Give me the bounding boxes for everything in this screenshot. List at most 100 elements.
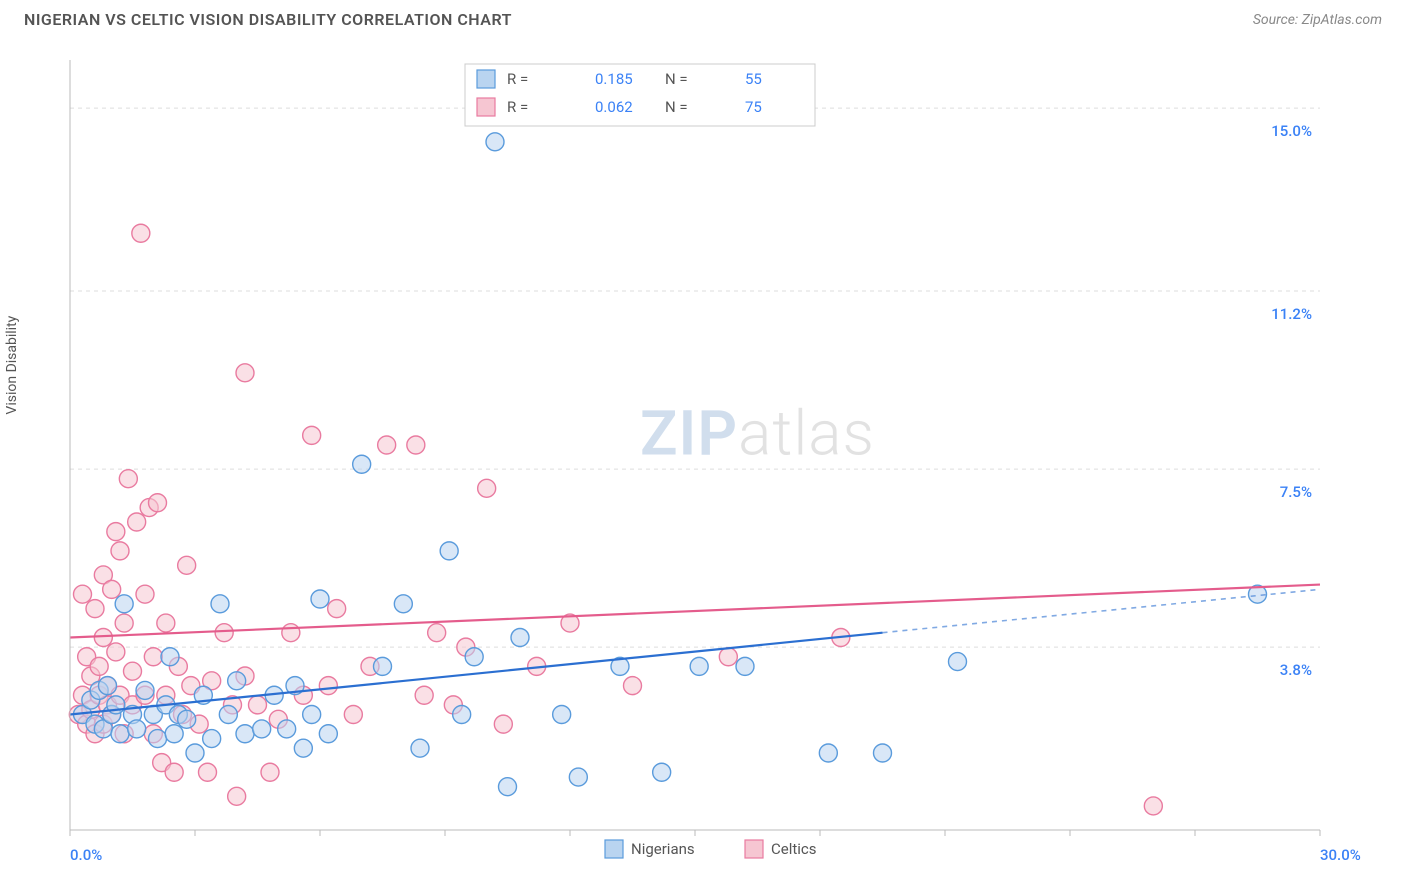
data-point	[119, 470, 137, 488]
data-point	[261, 763, 279, 781]
data-point	[215, 624, 233, 642]
data-point	[94, 629, 112, 647]
data-point	[478, 479, 496, 497]
legend-n-value: 75	[745, 98, 762, 116]
legend-n-label: N =	[665, 70, 688, 88]
data-point	[99, 677, 117, 695]
data-point	[282, 624, 300, 642]
watermark: ZIPatlas	[640, 398, 875, 471]
data-point	[236, 725, 254, 743]
data-point	[111, 725, 129, 743]
data-point	[294, 739, 312, 757]
data-point	[328, 600, 346, 618]
trend-line-extension	[883, 589, 1321, 632]
trend-line	[70, 633, 883, 715]
data-point	[249, 696, 267, 714]
data-point	[690, 657, 708, 675]
data-point	[407, 436, 425, 454]
data-point	[736, 657, 754, 675]
data-point	[228, 672, 246, 690]
data-point	[128, 720, 146, 738]
data-point	[165, 725, 183, 743]
data-point	[819, 744, 837, 762]
data-point	[453, 706, 471, 724]
data-point	[319, 725, 337, 743]
data-point	[624, 677, 642, 695]
data-point	[653, 763, 671, 781]
y-axis-label: Vision Disability	[4, 316, 20, 415]
data-point	[415, 686, 433, 704]
data-point	[874, 744, 892, 762]
data-point	[165, 763, 183, 781]
data-point	[311, 590, 329, 608]
data-point	[499, 778, 517, 796]
chart-title: NIGERIAN VS CELTIC VISION DISABILITY COR…	[24, 10, 512, 29]
data-point	[86, 600, 104, 618]
data-point	[428, 624, 446, 642]
legend-swatch	[477, 98, 495, 116]
data-point	[136, 681, 154, 699]
data-point	[411, 739, 429, 757]
data-point	[219, 706, 237, 724]
legend-swatch	[745, 840, 763, 858]
legend-swatch	[605, 840, 623, 858]
legend-r-value: 0.185	[595, 70, 633, 88]
data-point	[157, 614, 175, 632]
chart-header: NIGERIAN VS CELTIC VISION DISABILITY COR…	[0, 0, 1406, 35]
data-point	[103, 580, 121, 598]
data-point	[374, 657, 392, 675]
trend-line	[70, 585, 1320, 638]
chart-container: Vision Disability 3.8%7.5%11.2%15.0%ZIPa…	[20, 40, 1386, 872]
data-point	[186, 744, 204, 762]
data-point	[149, 730, 167, 748]
data-point	[394, 595, 412, 613]
data-point	[949, 653, 967, 671]
legend-swatch	[477, 70, 495, 88]
legend-series-label: Nigerians	[631, 840, 695, 858]
data-point	[178, 556, 196, 574]
legend-r-value: 0.062	[595, 98, 633, 116]
data-point	[144, 648, 162, 666]
x-tick-label: 30.0%	[1320, 846, 1361, 864]
data-point	[465, 648, 483, 666]
legend-n-value: 55	[745, 70, 762, 88]
data-point	[199, 763, 217, 781]
data-point	[136, 585, 154, 603]
data-point	[1144, 797, 1162, 815]
legend-r-label: R =	[507, 98, 528, 116]
data-point	[107, 643, 125, 661]
legend-series-label: Celtics	[771, 840, 817, 858]
data-point	[178, 710, 196, 728]
chart-source: Source: ZipAtlas.com	[1253, 12, 1382, 28]
data-point	[278, 720, 296, 738]
data-point	[353, 455, 371, 473]
data-point	[115, 614, 133, 632]
data-point	[494, 715, 512, 733]
data-point	[128, 513, 146, 531]
data-point	[74, 585, 92, 603]
data-point	[228, 787, 246, 805]
data-point	[124, 662, 142, 680]
x-tick-label: 0.0%	[70, 846, 102, 864]
data-point	[90, 657, 108, 675]
data-point	[511, 629, 529, 647]
data-point	[553, 706, 571, 724]
data-point	[719, 648, 737, 666]
y-tick-label: 15.0%	[1271, 122, 1312, 140]
data-point	[203, 730, 221, 748]
data-point	[107, 523, 125, 541]
data-point	[378, 436, 396, 454]
data-point	[236, 364, 254, 382]
y-tick-label: 11.2%	[1271, 305, 1312, 323]
data-point	[440, 542, 458, 560]
data-point	[211, 595, 229, 613]
data-point	[303, 426, 321, 444]
data-point	[569, 768, 587, 786]
y-tick-label: 3.8%	[1280, 661, 1312, 679]
data-point	[111, 542, 129, 560]
data-point	[115, 595, 133, 613]
data-point	[344, 706, 362, 724]
data-point	[319, 677, 337, 695]
y-tick-label: 7.5%	[1280, 483, 1312, 501]
scatter-chart: 3.8% 7.5% 11.2% 15.0% ZIPatlas 0.0% 30.0% R = 0.…	[20, 40, 1386, 872]
